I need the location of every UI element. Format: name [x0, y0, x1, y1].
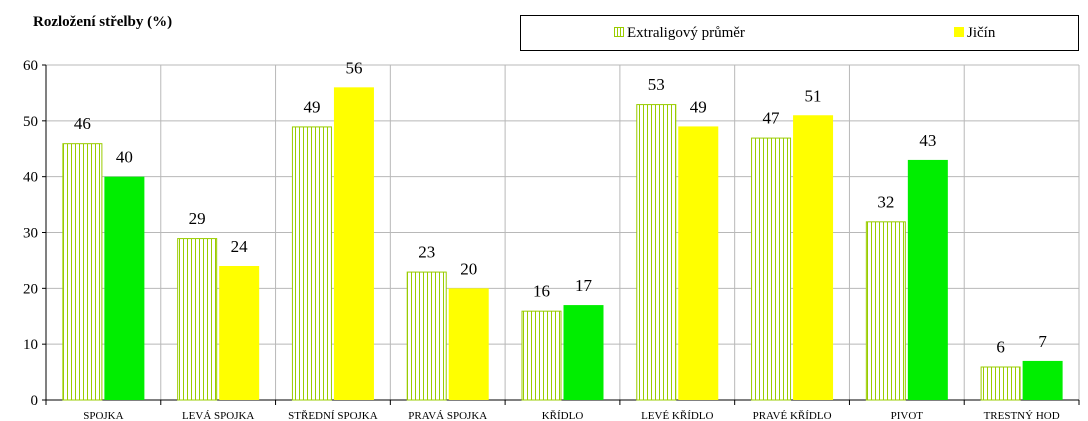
bar-jicin [333, 87, 374, 400]
legend-label-0: Extraligový průměr [627, 25, 745, 41]
legend-swatch-hatched [614, 27, 624, 37]
data-label: 32 [877, 192, 894, 211]
bar-jicin [793, 115, 834, 400]
data-label: 16 [533, 282, 550, 301]
x-tick-label: PIVOT [891, 410, 924, 421]
y-tick-label: 30 [23, 226, 38, 242]
legend-swatch-yellow [954, 27, 964, 37]
y-tick-label: 20 [23, 281, 38, 297]
legend-item-extraligovy-prumer: Extraligový průměr [614, 24, 745, 42]
bar-jicin [104, 176, 145, 400]
bar-jicin [563, 305, 604, 400]
data-label: 29 [189, 209, 206, 228]
data-label: 6 [996, 338, 1005, 357]
x-tick-label: PRAVÁ SPOJKA [408, 410, 487, 421]
data-label: 46 [74, 114, 91, 133]
bar-extraligovy-prumer [62, 143, 103, 401]
y-tick-label: 0 [31, 393, 39, 409]
bar-jicin [907, 159, 948, 400]
data-label: 7 [1038, 332, 1047, 351]
bar-extraligovy-prumer [521, 310, 562, 401]
bar-extraligovy-prumer [751, 137, 792, 401]
grid-layer [46, 64, 1080, 400]
bar-jicin [678, 126, 719, 401]
data-label: 49 [303, 97, 320, 116]
x-tick-label: SPOJKA [83, 410, 123, 421]
x-tick-label: TRESTNÝ HOD [984, 410, 1060, 421]
y-tick-label: 40 [23, 170, 38, 186]
bar-extraligovy-prumer [291, 126, 332, 401]
y-tick-label: 60 [23, 58, 38, 74]
x-tick-label: STŘEDNÍ SPOJKA [288, 410, 378, 421]
bar-layer [62, 87, 1063, 401]
data-label: 49 [690, 97, 707, 116]
data-label: 51 [805, 86, 822, 105]
data-label: 53 [648, 75, 665, 94]
bar-extraligovy-prumer [636, 104, 677, 401]
x-tick-label: LEVÁ SPOJKA [182, 410, 254, 421]
data-label: 43 [919, 131, 936, 150]
y-tick-label: 10 [23, 337, 38, 353]
data-label: 23 [418, 243, 435, 262]
legend: Extraligový průměr Jičín [520, 15, 1079, 51]
data-label: 40 [116, 148, 133, 167]
data-label: 24 [231, 237, 249, 256]
bar-extraligovy-prumer [177, 238, 218, 401]
x-tick-label: KŘÍDLO [542, 410, 584, 421]
bar-extraligovy-prumer [980, 366, 1021, 401]
bar-jicin [1022, 360, 1063, 400]
bar-jicin [448, 288, 489, 400]
bar-extraligovy-prumer [406, 271, 447, 401]
legend-label-1: Jičín [967, 25, 996, 41]
bar-jicin [219, 266, 260, 400]
y-tick-label: 50 [23, 114, 38, 130]
x-tick-label: PRAVÉ KŘÍDLO [753, 410, 832, 421]
x-tick-label: LEVÉ KŘÍDLO [641, 410, 713, 421]
axis-layer: 0 10 20 30 40 50 60 SPOJKA LEVÁ SPOJKA STŘEDNÍ SP… [23, 58, 1080, 421]
data-label: 17 [575, 276, 593, 295]
label-layer: 46 40 29 24 49 56 23 20 16 17 53 49 47 51 32 43 6 7 [74, 58, 1047, 356]
data-label: 56 [345, 58, 362, 77]
data-label: 20 [460, 259, 477, 278]
bar-extraligovy-prumer [865, 221, 906, 401]
data-label: 47 [763, 109, 781, 128]
legend-item-jicin: Jičín [954, 24, 995, 42]
chart-title: Rozložení střelby (%) [33, 14, 173, 30]
